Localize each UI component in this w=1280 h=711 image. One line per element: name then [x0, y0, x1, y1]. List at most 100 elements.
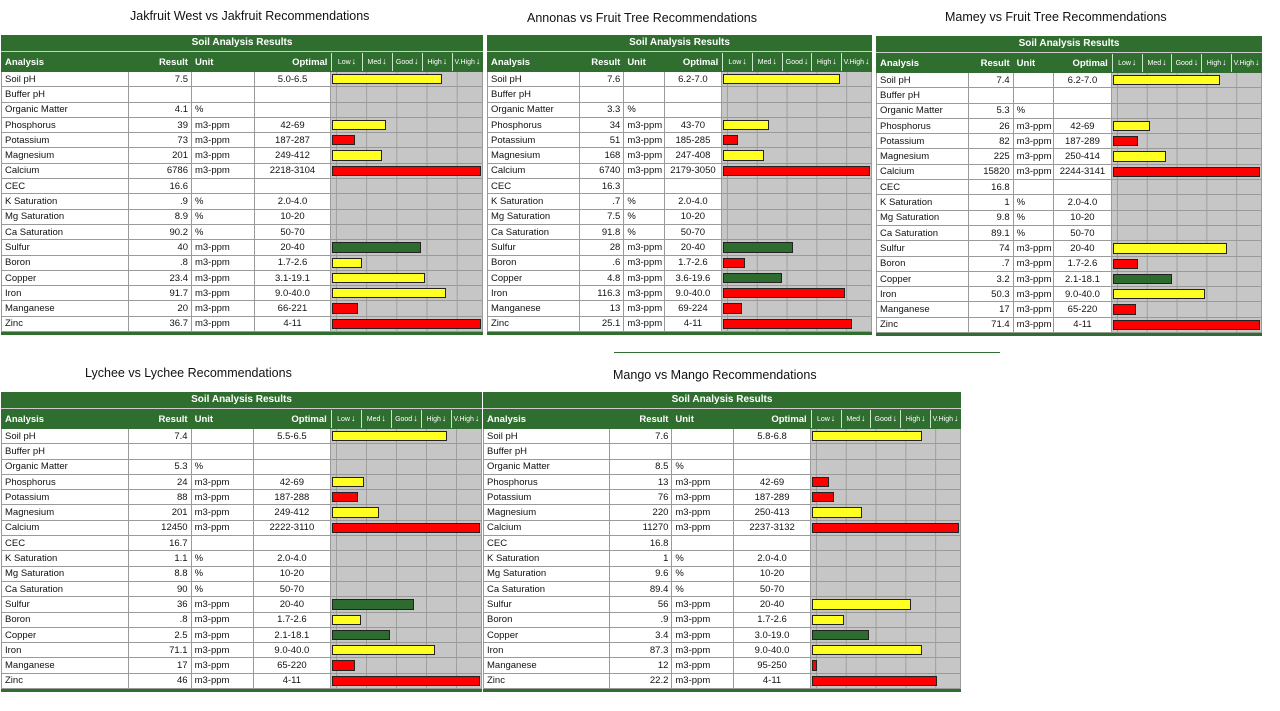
analysis-cell: Organic Matter	[482, 458, 611, 475]
row-k-saturation: K Saturation 1.1% 2.0-4.0	[0, 550, 483, 567]
result-cell: 26	[968, 117, 1014, 135]
optimal-cell: 5.0-6.5	[253, 70, 332, 88]
optimal-cell: 66-221	[253, 300, 332, 317]
optimal-cell: 9.0-40.0	[252, 642, 331, 659]
analysis-cell: Phosphorus	[486, 116, 581, 134]
rating-bar-high	[332, 272, 426, 284]
unit-cell: m3-ppm	[671, 642, 735, 659]
unit-cell: %	[623, 208, 665, 225]
optimal-cell: 1.7-2.6	[1053, 255, 1112, 272]
row-cec: CEC 16.7	[0, 535, 483, 552]
analysis-cell: CEC	[482, 535, 611, 552]
row-soil-ph: Soil pH 7.4 6.2-7.0	[875, 71, 1263, 89]
scale-label-high: High	[811, 53, 841, 71]
analysis-cell: Mg Saturation	[482, 565, 611, 582]
result-cell: 25.1	[579, 315, 625, 333]
analysis-cell: Boron	[0, 611, 130, 628]
row-phosphorus: Phosphorus 13 m3-ppm 42-69	[482, 473, 962, 491]
rating-bar-med	[1112, 120, 1150, 132]
optimal-cell	[253, 86, 332, 103]
result-cell: 6786	[128, 162, 192, 180]
optimal-cell: 187-287	[253, 132, 332, 149]
analysis-cell: Manganese	[482, 657, 611, 674]
row-organic-matter: Organic Matter 4.1%	[0, 101, 483, 118]
result-cell: 168	[579, 147, 625, 164]
row-sulfur: Sulfur 40 m3-ppm 20-40	[0, 239, 483, 256]
analysis-cell: Boron	[482, 611, 611, 628]
row-buffer-ph: Buffer pH	[0, 443, 483, 460]
rating-bar-good	[332, 242, 421, 253]
analysis-cell: Copper	[875, 270, 970, 288]
result-cell: 3.2	[968, 270, 1014, 288]
optimal-cell: 250-414	[1053, 148, 1112, 165]
rating-scale-cell	[330, 285, 483, 302]
unit-cell: m3-ppm	[190, 132, 255, 149]
row-mg-saturation: Mg Saturation 9.8% 10-20	[875, 209, 1263, 226]
rating-scale-header: LowMedGoodHighV.High	[330, 52, 483, 72]
rating-scale-cell	[1110, 255, 1263, 272]
rating-scale-cell	[330, 193, 483, 210]
analysis-cell: Soil pH	[486, 70, 581, 88]
unit-cell	[190, 70, 255, 88]
rating-scale-cell	[721, 223, 872, 241]
result-cell: 17	[968, 301, 1014, 318]
column-header-analysis: Analysis	[486, 52, 581, 72]
row-boron: Boron .6 m3-ppm 1.7-2.6	[486, 254, 872, 271]
rating-bar-low	[723, 257, 746, 268]
rating-scale-cell	[1110, 316, 1263, 334]
optimal-cell: 50-70	[733, 580, 811, 598]
scale-label-med: Med	[360, 410, 391, 428]
analysis-cell: Copper	[0, 626, 130, 644]
soil-table: AnalysisResultUnitOptimalLowMedGoodHighV…	[486, 52, 872, 333]
rating-scale-cell	[809, 535, 962, 552]
optimal-cell: 10-20	[663, 208, 723, 225]
rating-scale-header: LowMedGoodHighV.High	[1110, 53, 1263, 73]
row-copper: Copper 4.8 m3-ppm 3.6-19.6	[486, 269, 872, 287]
rating-scale-cell	[330, 223, 483, 241]
unit-cell	[190, 427, 254, 445]
row-mg-saturation: Mg Saturation 9.6% 10-20	[482, 565, 962, 582]
rating-bar-med	[331, 476, 365, 488]
row-cec: CEC 16.6	[0, 178, 483, 195]
analysis-cell: Zinc	[0, 315, 130, 333]
analysis-cell: Sulfur	[0, 239, 130, 256]
rating-bar-good	[331, 599, 414, 610]
result-cell: 20	[128, 300, 192, 317]
unit-cell: %	[623, 223, 665, 241]
unit-cell: m3-ppm	[190, 473, 254, 491]
optimal-cell: 10-20	[733, 565, 811, 582]
scale-label-med: Med	[1141, 54, 1172, 72]
analysis-cell: CEC	[0, 535, 130, 552]
rating-scale-cell	[1110, 270, 1263, 288]
optimal-cell: 50-70	[1053, 224, 1112, 242]
optimal-cell: 2.0-4.0	[1053, 194, 1112, 211]
unit-cell: m3-ppm	[190, 489, 254, 506]
row-sulfur: Sulfur 36 m3-ppm 20-40	[0, 596, 483, 613]
result-cell: 28	[579, 239, 625, 256]
row-phosphorus: Phosphorus 24 m3-ppm 42-69	[0, 473, 483, 491]
analysis-cell: Phosphorus	[482, 473, 611, 491]
rating-scale-cell	[330, 116, 483, 134]
rating-scale-cell	[809, 611, 962, 628]
rating-scale-cell	[721, 208, 872, 225]
unit-cell: m3-ppm	[1012, 117, 1055, 135]
rating-scale-header: LowMedGoodHighV.High	[721, 52, 872, 72]
row-organic-matter: Organic Matter 5.3%	[0, 458, 483, 475]
analysis-cell: Boron	[0, 254, 130, 271]
unit-cell: m3-ppm	[190, 504, 254, 521]
analysis-cell: Copper	[482, 626, 611, 644]
analysis-cell: Copper	[0, 269, 130, 287]
analysis-cell: Ca Saturation	[486, 223, 581, 241]
unit-cell: %	[623, 101, 665, 118]
analysis-cell: Buffer pH	[875, 87, 970, 104]
analysis-cell: Magnesium	[875, 148, 970, 165]
analysis-cell: Manganese	[0, 300, 130, 317]
optimal-cell	[663, 86, 723, 103]
column-header-analysis: Analysis	[482, 409, 611, 429]
soil-table: AnalysisResultUnitOptimalLowMedGoodHighV…	[482, 409, 962, 690]
rating-bar-vhigh	[811, 675, 937, 687]
analysis-cell: Manganese	[486, 300, 581, 317]
rating-bar-med	[811, 507, 862, 518]
unit-cell: m3-ppm	[190, 642, 254, 659]
column-header-result: Result	[128, 52, 192, 72]
